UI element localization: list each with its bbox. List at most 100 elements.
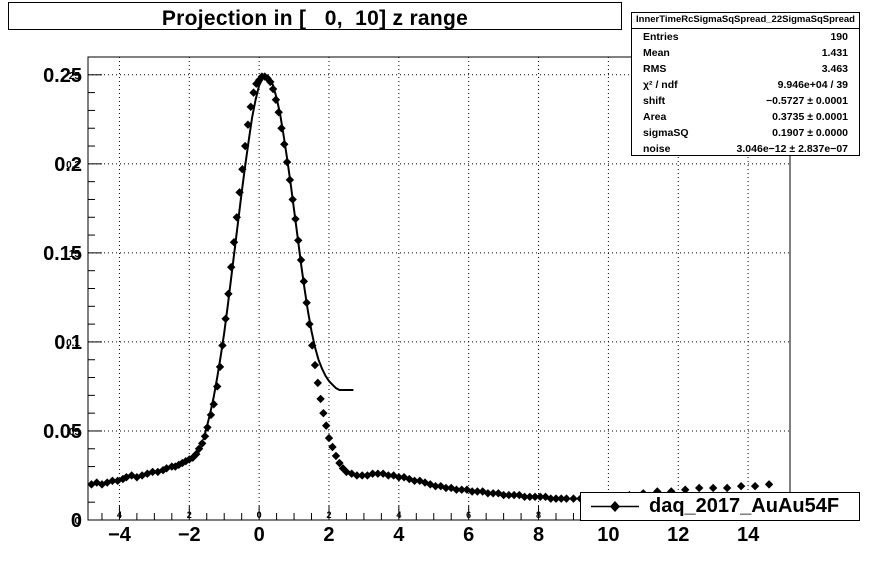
stats-box: InnerTimeRcSigmaSqSpread_22SigmaSqSpread… [631,12,860,156]
stats-histogram-name: InnerTimeRcSigmaSqSpread_22SigmaSqSpread [632,13,859,29]
data-point [557,494,566,503]
x-minor-tick-label: 6 [466,510,471,520]
stats-label: Area [643,111,667,123]
x-tick-label: 4 [393,524,405,546]
data-point [520,492,529,502]
stats-row-shift: shift −0.5727 ± 0.0001 [632,93,859,109]
data-point [551,494,561,503]
data-point [504,490,514,500]
x-tick-label: 14 [737,524,760,546]
data-point [357,471,367,480]
data-point [352,471,362,480]
data-point [235,188,244,197]
data-point [764,480,774,489]
data-point [206,410,216,420]
data-point [122,473,131,482]
data-point [108,476,117,486]
data-point [562,494,571,503]
stats-value: 9.946e+04 / 39 [777,79,848,91]
data-point [221,314,230,323]
data-point [536,492,545,502]
data-point [331,451,341,461]
title-box: Projection in [ 0, 10] z range [8,2,622,30]
legend: daq_2017_AuAu54F [580,492,860,521]
data-point [209,400,218,409]
y-minor-tick-label: 15 [69,249,81,260]
data-point [328,442,337,452]
stats-label: Mean [643,47,670,59]
data-point [394,473,404,482]
data-point [316,394,325,404]
data-point [319,408,328,418]
data-point [249,88,258,97]
data-point [483,489,493,498]
data-point [530,492,540,502]
x-tick-label: −4 [108,524,132,546]
stats-value: 0.1907 ± 0.0000 [772,127,848,139]
data-point [240,141,250,151]
x-tick-label: 2 [323,524,334,546]
stats-row-entries: Entries 190 [632,29,859,45]
data-point [213,382,222,391]
y-minor-tick-label: 0.1 [66,338,80,349]
data-point [431,481,440,491]
x-minor-tick-label: 0 [257,510,262,520]
data-point [708,483,718,493]
data-point [457,485,466,494]
data-point [229,238,239,247]
stats-label: χ² / ndf [643,79,678,91]
data-point [103,478,112,487]
y-tick-label: 0.05 [43,421,82,443]
data-point [224,289,233,299]
data-point [324,433,334,443]
data-point [198,439,207,448]
data-point [694,483,704,493]
data-point [441,483,451,493]
axes: −4−202468101214420246810121400.050.10.15… [43,65,784,546]
y-tick-label: 0.2 [54,154,82,176]
data-point [452,485,461,494]
data-point [308,341,317,350]
data-point [148,467,157,477]
legend-entry-label: daq_2017_AuAu54F [649,495,840,517]
y-minor-tick-label: 0 [74,516,80,527]
data-point [97,480,107,489]
data-point [282,157,292,167]
y-minor-tick-label: 05 [69,427,81,438]
data-point [294,236,303,245]
data-point [569,494,578,503]
data-point [266,77,275,87]
data-point [750,481,760,491]
data-point [271,95,281,104]
data-point [305,319,314,329]
data-point [246,102,255,112]
data-point [509,490,519,500]
data-point [288,195,297,204]
stats-row-sigmasq: sigmaSQ 0.1907 ± 0.0000 [632,125,859,141]
data-point [268,84,278,94]
x-tick-label: 6 [463,524,474,546]
legend-marker-icon [591,501,639,512]
x-tick-label: 10 [597,524,619,546]
x-minor-tick-label: 8 [536,510,541,520]
x-minor-tick-label: 2 [187,510,192,520]
stats-value: 190 [830,31,848,43]
stats-value: 0.3735 ± 0.0001 [772,111,848,123]
y-minor-tick-label: 25 [69,71,81,82]
data-point [238,164,247,174]
data-point [488,489,498,498]
stats-label: RMS [643,63,667,75]
data-point [162,464,171,473]
stats-value: −0.5727 ± 0.0001 [766,95,848,107]
chart-title: Projection in [ 0, 10] z range [161,7,469,30]
x-minor-tick-label: 4 [396,510,401,520]
data-point [313,378,323,388]
stats-value: 3.046e−12 ± 2.837e−07 [736,143,848,155]
stats-label: noise [643,143,671,155]
x-tick-label: 0 [254,524,265,546]
data-point [722,483,732,493]
data-point [302,298,311,307]
data-point [373,469,383,478]
data-point [203,423,212,432]
x-tick-label: 8 [533,524,544,546]
